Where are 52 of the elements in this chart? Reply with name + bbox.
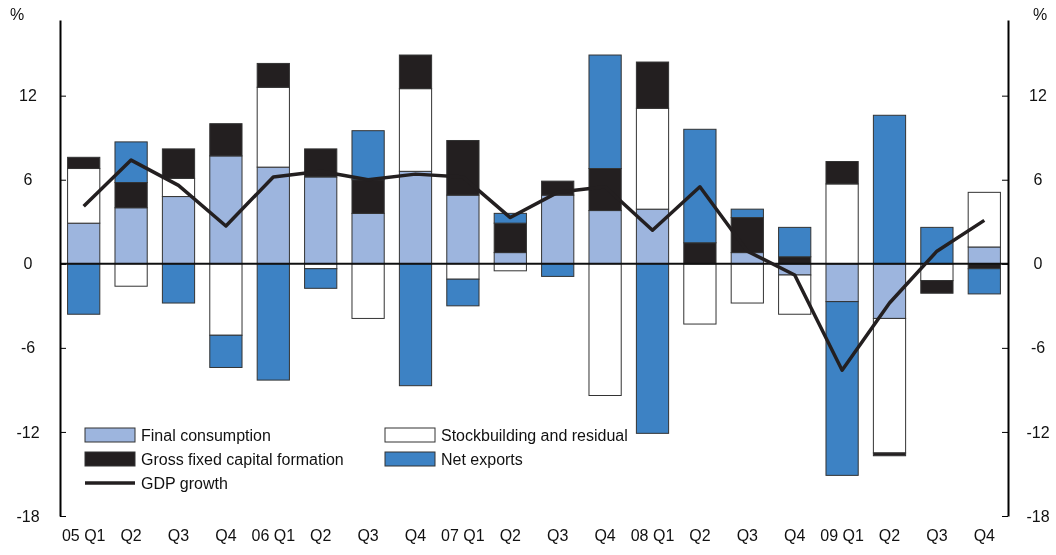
y2-tick-label: -6 — [1030, 339, 1046, 357]
x-tick-label: 08 Q1 — [630, 527, 675, 545]
bar — [351, 263, 385, 319]
x-tick-label: 09 Q1 — [820, 527, 864, 545]
y-tick-label: 12 — [19, 87, 37, 105]
x-tick-label: 06 Q1 — [251, 527, 296, 545]
x-tick-label: Q2 — [499, 527, 522, 545]
legend-label: Net exports — [441, 451, 523, 468]
x-tick-label: Q2 — [310, 527, 332, 545]
x-tick-label: Q4 — [973, 527, 996, 545]
x-tick-label: Q4 — [215, 527, 237, 545]
y2-tick-label: 6 — [1033, 171, 1043, 189]
bar — [967, 268, 1001, 295]
bar — [304, 268, 338, 289]
x-tick-label: Q4 — [404, 527, 427, 545]
y-tick-label: -18 — [16, 507, 40, 525]
x-tick-label: 05 Q1 — [61, 527, 106, 545]
legend-label: Final consumption — [141, 427, 271, 444]
y2-tick-label: 0 — [1033, 255, 1043, 273]
y2-tick-label: 12 — [1029, 87, 1047, 105]
x-tick-label: Q4 — [784, 527, 806, 545]
y2-tick-label: -12 — [1026, 423, 1050, 441]
bar — [872, 114, 907, 265]
x-tick-label: Q4 — [594, 527, 616, 545]
bar — [161, 263, 196, 304]
legend-label: Gross fixed capital formation — [141, 451, 344, 468]
bar — [730, 263, 764, 304]
bar — [256, 263, 290, 381]
bar — [67, 263, 101, 315]
y2-tick-label: -18 — [1026, 507, 1050, 525]
y2-axis-title: % — [1032, 6, 1048, 23]
bar — [635, 263, 670, 434]
y-tick-label: 6 — [23, 171, 33, 189]
x-tick-label: Q3 — [926, 527, 948, 545]
y-tick-label: -12 — [16, 423, 40, 441]
x-tick-label: Q2 — [120, 527, 142, 545]
bar — [683, 263, 717, 325]
bar — [114, 263, 148, 287]
legend-label: Stockbuilding and residual — [441, 427, 628, 444]
x-tick-label: Q3 — [547, 527, 569, 545]
x-tick-label: Q3 — [357, 527, 379, 545]
bar — [588, 263, 622, 396]
bar — [398, 263, 433, 387]
x-tick-label: Q2 — [689, 527, 711, 545]
x-tick-label: Q2 — [878, 527, 901, 545]
y-tick-label: -6 — [20, 339, 36, 357]
x-tick-label: Q3 — [736, 527, 759, 545]
y-axis-title: % — [9, 6, 25, 23]
x-tick-label: 07 Q1 — [441, 527, 485, 545]
y-tick-label: 0 — [23, 255, 33, 273]
x-tick-label: Q3 — [167, 527, 190, 545]
legend-label: GDP growth — [141, 475, 228, 492]
